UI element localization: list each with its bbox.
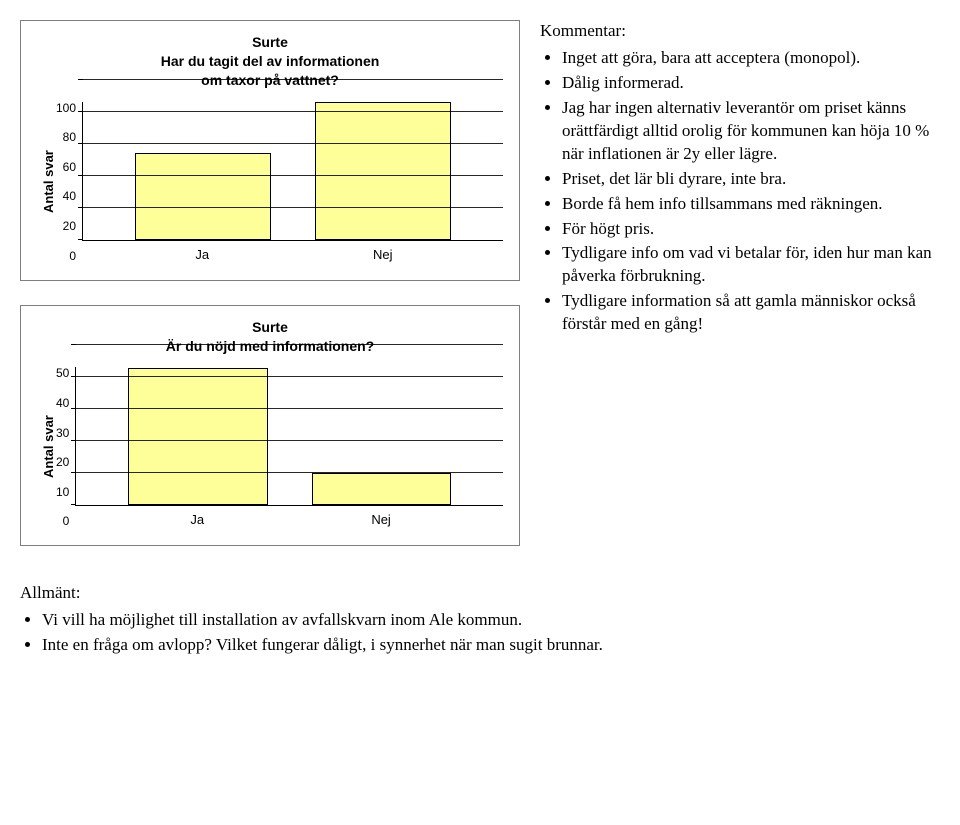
y-tick: 30 bbox=[56, 427, 69, 439]
y-tick: 80 bbox=[63, 131, 76, 143]
x-label: Nej bbox=[311, 512, 451, 527]
comment-item: Inget att göra, bara att acceptera (mono… bbox=[562, 47, 940, 70]
x-label: Ja bbox=[127, 512, 267, 527]
chart2-y-label: Antal svar bbox=[37, 367, 56, 527]
comment-item: Jag har ingen alternativ leverantör om p… bbox=[562, 97, 940, 166]
tick-mark bbox=[78, 143, 83, 144]
chart2-y-ticks: 50 40 30 20 10 0 bbox=[56, 367, 75, 527]
gridline bbox=[76, 440, 503, 441]
chart1-title: Surte Har du tagit del av informationen … bbox=[37, 33, 503, 90]
tick-mark bbox=[78, 111, 83, 112]
chart1-plot-wrap: Ja Nej bbox=[82, 102, 503, 262]
y-tick: 40 bbox=[63, 190, 76, 202]
chart1-plot bbox=[82, 102, 503, 241]
chart2-bars bbox=[76, 367, 503, 505]
gridline bbox=[76, 408, 503, 409]
chart2-plot-wrap: Ja Nej bbox=[75, 367, 503, 527]
tick-mark bbox=[71, 408, 76, 409]
general-heading: Allmänt: bbox=[20, 582, 940, 605]
x-label: Ja bbox=[134, 247, 271, 262]
comment-item: För högt pris. bbox=[562, 218, 940, 241]
chart1-y-label: Antal svar bbox=[37, 102, 56, 262]
comments-column: Kommentar: Inget att göra, bara att acce… bbox=[540, 20, 940, 338]
gridline bbox=[76, 344, 503, 345]
charts-column: Surte Har du tagit del av informationen … bbox=[20, 20, 520, 546]
chart-nojd-info: Surte Är du nöjd med informationen? Anta… bbox=[20, 305, 520, 547]
y-tick: 100 bbox=[56, 102, 76, 114]
chart1-area: Antal svar 100 80 60 40 20 0 Ja Nej bbox=[37, 102, 503, 262]
tick-mark bbox=[71, 440, 76, 441]
bar-nej bbox=[315, 102, 452, 240]
y-tick: 0 bbox=[69, 250, 76, 262]
y-tick: 60 bbox=[63, 161, 76, 173]
y-tick: 20 bbox=[63, 220, 76, 232]
gridline bbox=[83, 175, 503, 176]
tick-mark bbox=[78, 79, 83, 80]
chart1-y-ticks: 100 80 60 40 20 0 bbox=[56, 102, 82, 262]
tick-mark bbox=[71, 344, 76, 345]
tick-mark bbox=[71, 472, 76, 473]
chart-info-taxor: Surte Har du tagit del av informationen … bbox=[20, 20, 520, 281]
y-tick: 20 bbox=[56, 456, 69, 468]
comment-item: Borde få hem info tillsammans med räknin… bbox=[562, 193, 940, 216]
gridline bbox=[83, 79, 503, 80]
y-tick: 40 bbox=[56, 397, 69, 409]
gridline bbox=[83, 111, 503, 112]
comment-item: Priset, det lär bli dyrare, inte bra. bbox=[562, 168, 940, 191]
top-row: Surte Har du tagit del av informationen … bbox=[20, 20, 940, 546]
general-item: Inte en fråga om avlopp? Vilket fungerar… bbox=[42, 634, 940, 657]
y-tick: 50 bbox=[56, 367, 69, 379]
comments-list: Inget att göra, bara att acceptera (mono… bbox=[562, 47, 940, 336]
chart2-x-labels: Ja Nej bbox=[75, 506, 503, 527]
chart1-x-labels: Ja Nej bbox=[82, 241, 503, 262]
x-label: Nej bbox=[314, 247, 451, 262]
general-item: Vi vill ha möjlighet till installation a… bbox=[42, 609, 940, 632]
bar-nej bbox=[312, 473, 451, 505]
gridline bbox=[83, 143, 503, 144]
chart2-title: Surte Är du nöjd med informationen? bbox=[37, 318, 503, 356]
comment-item: Tydligare info om vad vi betalar för, id… bbox=[562, 242, 940, 288]
bar-ja bbox=[135, 153, 272, 239]
tick-mark bbox=[71, 376, 76, 377]
general-list: Vi vill ha möjlighet till installation a… bbox=[42, 609, 940, 657]
comment-item: Tydligare information så att gamla männi… bbox=[562, 290, 940, 336]
chart1-bars bbox=[83, 102, 503, 240]
comments-heading: Kommentar: bbox=[540, 20, 940, 43]
tick-mark bbox=[78, 207, 83, 208]
gridline bbox=[83, 207, 503, 208]
chart2-plot bbox=[75, 367, 503, 506]
y-tick: 0 bbox=[63, 515, 70, 527]
tick-mark bbox=[71, 504, 76, 505]
bar-ja bbox=[128, 368, 267, 506]
y-tick: 10 bbox=[56, 486, 69, 498]
gridline bbox=[76, 472, 503, 473]
comment-item: Dålig informerad. bbox=[562, 72, 940, 95]
chart2-area: Antal svar 50 40 30 20 10 0 Ja Nej bbox=[37, 367, 503, 527]
tick-mark bbox=[78, 175, 83, 176]
gridline bbox=[76, 376, 503, 377]
tick-mark bbox=[78, 239, 83, 240]
general-section: Allmänt: Vi vill ha möjlighet till insta… bbox=[20, 582, 940, 657]
